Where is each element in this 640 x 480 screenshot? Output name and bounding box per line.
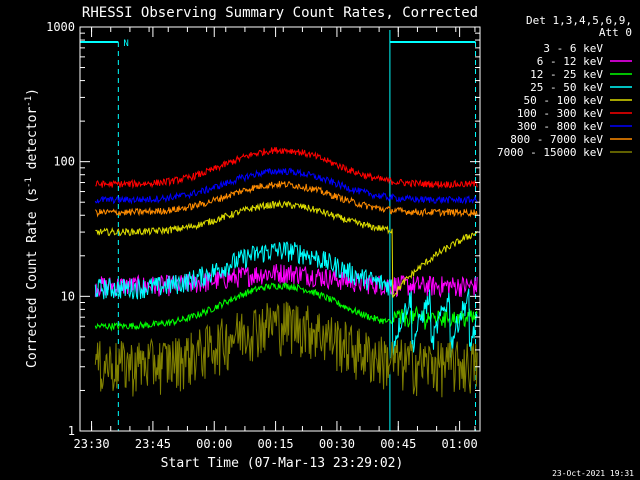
y-label-part3: ) <box>25 88 40 96</box>
x-tick-label: 00:30 <box>319 437 355 451</box>
y-label-sup2: -1 <box>24 96 34 107</box>
x-tick-label: 00:00 <box>196 437 232 451</box>
legend-entry-label: 12 - 25 keV <box>530 68 603 81</box>
series-line <box>94 167 478 205</box>
x-tick-label: 23:45 <box>135 437 171 451</box>
plot-frame <box>79 26 481 432</box>
legend-entry-label: 6 - 12 keV <box>537 55 604 68</box>
flag-label: N <box>123 39 128 49</box>
footer-timestamp: 23-Oct-2021 19:31 <box>552 469 634 478</box>
legend-entry-label: 50 - 100 keV <box>524 94 604 107</box>
series-line <box>95 147 478 190</box>
x-tick-label: 23:30 <box>74 437 110 451</box>
y-tick-label: 10 <box>61 289 75 303</box>
series-line <box>94 301 478 398</box>
y-tick-label: 1000 <box>46 20 75 34</box>
legend-entry-label: 3 - 6 keV <box>543 42 603 55</box>
legend-entry-label: 300 - 800 keV <box>517 120 603 133</box>
axes: 1 10 100 1000 23:30 23:45 00:00 00:15 00:30 00:45… <box>46 20 481 451</box>
y-label-part2: detector <box>25 107 40 178</box>
series-line <box>94 241 478 358</box>
legend-entry-label: 800 - 7000 keV <box>510 133 603 146</box>
y-label-sup1: -1 <box>24 177 34 188</box>
x-tick-label: 01:00 <box>442 437 478 451</box>
x-axis-label: Start Time (07-Mar-13 23:29:02) <box>161 456 404 471</box>
legend-header: Det 1,3,4,5,6,9, <box>526 14 632 27</box>
legend-entry-label: 25 - 50 keV <box>530 81 603 94</box>
y-tick-label: 100 <box>53 155 75 169</box>
series-line <box>94 180 478 218</box>
series-line <box>94 282 478 332</box>
chart-title: RHESSI Observing Summary Count Rates, Co… <box>82 5 478 21</box>
x-tick-label: 00:15 <box>258 437 294 451</box>
legend-header: Att 0 <box>599 26 632 39</box>
series-line <box>94 264 478 299</box>
y-tick-label: 1 <box>68 424 75 438</box>
legend-entry-label: 100 - 300 keV <box>517 107 603 120</box>
x-tick-label: 00:45 <box>380 437 416 451</box>
y-label-part1: Corrected Count Rate (s <box>25 188 40 368</box>
y-axis-label: Corrected Count Rate (s-1 detector-1) <box>24 88 40 368</box>
series-line <box>95 199 478 298</box>
legend-entry-label: 7000 - 15000 keV <box>497 146 603 159</box>
plot-area: N <box>80 30 478 431</box>
